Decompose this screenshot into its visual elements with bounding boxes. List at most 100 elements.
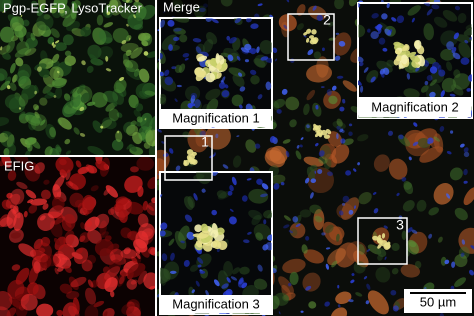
texture-blob — [446, 150, 452, 155]
texture-blob — [288, 230, 293, 234]
texture-blob — [157, 128, 162, 133]
panel-label: Merge — [163, 0, 200, 14]
texture-blob — [221, 76, 226, 83]
texture-blob — [303, 103, 310, 116]
texture-blob — [86, 101, 96, 107]
texture-blob — [27, 199, 34, 204]
texture-blob — [325, 263, 329, 270]
texture-blob — [250, 48, 257, 55]
texture-blob — [228, 37, 237, 44]
texture-blob — [197, 257, 204, 264]
texture-blob — [243, 239, 250, 244]
texture-blob — [257, 3, 263, 7]
texture-blob — [24, 137, 35, 144]
texture-blob — [190, 92, 198, 100]
texture-blob — [59, 283, 73, 294]
texture-blob — [136, 157, 155, 171]
texture-blob — [148, 144, 155, 155]
texture-blob — [348, 209, 354, 215]
texture-blob — [276, 108, 282, 114]
texture-blob — [285, 150, 290, 158]
texture-blob — [128, 17, 143, 26]
texture-blob — [261, 183, 269, 190]
texture-blob — [358, 191, 372, 205]
texture-blob — [211, 222, 218, 235]
texture-blob — [63, 93, 71, 102]
texture-blob — [80, 92, 90, 103]
region-box — [357, 217, 408, 265]
texture-blob — [24, 150, 31, 155]
texture-blob — [394, 49, 401, 55]
texture-blob — [426, 75, 433, 81]
label-backdrop — [158, 0, 208, 16]
texture-blob — [303, 35, 307, 38]
texture-blob — [250, 23, 259, 29]
texture-blob — [256, 46, 260, 54]
texture-blob — [105, 68, 112, 72]
texture-blob — [39, 97, 48, 106]
texture-blob — [53, 95, 57, 98]
texture-blob — [51, 196, 65, 211]
texture-blob — [109, 248, 124, 263]
texture-blob — [94, 213, 110, 229]
texture-blob — [160, 19, 166, 28]
texture-blob — [71, 252, 83, 260]
texture-blob — [89, 54, 98, 63]
texture-blob — [415, 66, 420, 72]
texture-blob — [331, 85, 337, 91]
texture-blob — [175, 165, 181, 171]
texture-blob — [327, 248, 346, 266]
texture-blob — [288, 282, 292, 287]
texture-blob — [173, 27, 182, 32]
texture-blob — [283, 215, 291, 221]
texture-blob — [370, 31, 379, 40]
texture-blob — [18, 63, 32, 81]
texture-blob — [118, 275, 125, 285]
texture-blob — [160, 267, 169, 284]
texture-blob — [375, 266, 391, 283]
texture-blob — [160, 93, 167, 104]
texture-blob — [316, 129, 323, 136]
texture-blob — [160, 52, 163, 60]
texture-blob — [205, 72, 216, 83]
texture-blob — [100, 125, 104, 129]
texture-blob — [248, 209, 263, 220]
texture-blob — [226, 277, 231, 283]
texture-blob — [19, 69, 26, 73]
texture-blob — [65, 234, 79, 248]
texture-blob — [458, 41, 472, 59]
texture-blob — [231, 94, 244, 107]
texture-blob — [463, 151, 470, 158]
texture-blob — [247, 231, 252, 235]
texture-blob — [9, 16, 25, 32]
texture-blob — [37, 66, 42, 72]
texture-blob — [79, 132, 86, 137]
texture-blob — [348, 299, 354, 303]
texture-blob — [446, 41, 455, 50]
texture-blob — [81, 194, 95, 215]
texture-blob — [328, 21, 334, 27]
texture-blob — [105, 185, 119, 198]
texture-blob — [65, 150, 72, 155]
texture-blob — [49, 66, 64, 80]
texture-blob — [437, 64, 442, 73]
texture-blob — [370, 76, 376, 83]
texture-blob — [250, 69, 257, 75]
texture-blob — [470, 245, 474, 250]
texture-blob — [174, 230, 187, 250]
texture-blob — [189, 264, 199, 272]
red-texture — [0, 157, 155, 316]
texture-blob — [424, 80, 429, 86]
texture-blob — [0, 45, 11, 55]
texture-blob — [315, 216, 324, 221]
texture-blob — [179, 34, 188, 43]
texture-blob — [147, 176, 155, 190]
texture-blob — [419, 146, 444, 163]
texture-blob — [305, 177, 310, 184]
texture-blob — [401, 176, 407, 182]
texture-blob — [218, 82, 226, 89]
texture-blob — [433, 136, 441, 142]
texture-blob — [126, 279, 138, 290]
texture-blob — [40, 254, 60, 267]
texture-blob — [173, 36, 180, 42]
